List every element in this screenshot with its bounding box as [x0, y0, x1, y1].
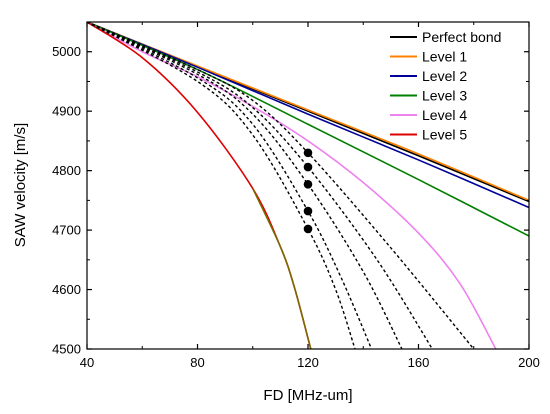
dashed-curve-9: [87, 22, 403, 349]
y-axis-label: SAW velocity [m/s]: [12, 123, 29, 247]
series-layer: [87, 22, 529, 349]
x-tick-label: 40: [80, 355, 94, 370]
legend-label-level-5: Level 5: [422, 127, 467, 143]
x-tick-label: 200: [518, 355, 540, 370]
data-point-marker: [303, 180, 313, 189]
legend-label-level-3: Level 3: [422, 88, 467, 104]
legend-label-level-4: Level 4: [422, 107, 467, 123]
series-line-level-3: [87, 22, 529, 237]
data-point-marker: [303, 148, 313, 158]
x-axis-label: FD [MHz-um]: [263, 387, 352, 404]
dashed-curve-11: [87, 22, 475, 349]
legend-label-perfect-bond: Perfect bond: [422, 29, 501, 45]
series-line-level-2: [87, 22, 529, 209]
x-tick-label: 160: [408, 355, 430, 370]
overlay-curve-6: [252, 188, 312, 349]
marker-layer: [303, 148, 313, 234]
dashed-curve-8: [87, 22, 373, 349]
dashed-curve-7: [87, 22, 356, 349]
series-line-level-4: [87, 22, 497, 349]
y-axis-ticks: 4500 4600 4700 4800 4900 5000: [52, 44, 529, 357]
y-tick-label: 4800: [52, 163, 81, 178]
y-tick-label: 5000: [52, 44, 81, 59]
x-tick-label: 120: [297, 355, 319, 370]
data-point-marker: [303, 224, 313, 234]
x-axis-ticks: 40 80 120 160 200: [80, 22, 540, 370]
y-tick-label: 4900: [52, 104, 81, 119]
y-tick-label: 4600: [52, 282, 81, 297]
legend: Perfect bond Level 1 Level 2 Level 3 Level 4…: [390, 29, 501, 143]
legend-label-level-1: Level 1: [422, 49, 467, 65]
data-point-marker: [303, 206, 313, 216]
x-tick-label: 80: [190, 355, 204, 370]
y-tick-label: 4500: [52, 342, 81, 357]
y-tick-label: 4700: [52, 223, 81, 238]
data-point-marker: [303, 162, 313, 172]
legend-label-level-2: Level 2: [422, 68, 467, 84]
